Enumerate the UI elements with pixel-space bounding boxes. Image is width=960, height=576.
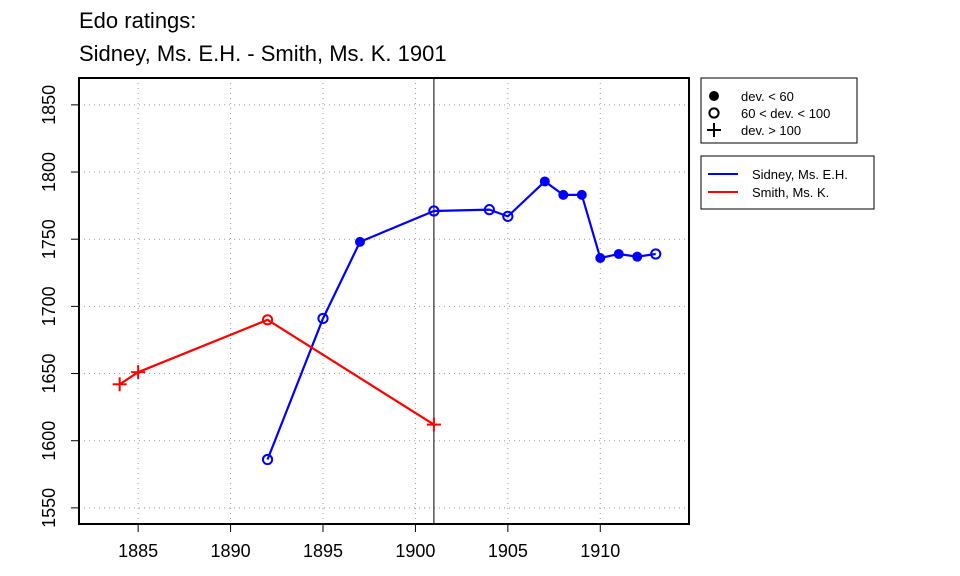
data-point-plus xyxy=(426,417,441,432)
x-tick-label: 1900 xyxy=(395,541,435,561)
data-point-plus xyxy=(131,365,146,380)
y-tick-label: 1550 xyxy=(39,488,59,528)
chart-title-line-2: Sidney, Ms. E.H. - Smith, Ms. K. 1901 xyxy=(79,41,447,66)
data-point-open xyxy=(261,453,274,466)
x-tick-label: 1910 xyxy=(580,541,620,561)
data-point-plus xyxy=(112,377,127,392)
series-line-smith-ms-k xyxy=(119,318,435,426)
series-legend-box xyxy=(700,155,875,210)
marker-legend-label: 60 < dev. < 100 xyxy=(741,106,830,121)
data-point-open xyxy=(483,204,495,216)
data-point-open xyxy=(261,314,274,326)
marker-legend-box xyxy=(700,77,858,144)
y-tick-label: 1700 xyxy=(39,286,59,326)
series-legend: Sidney, Ms. E.H. Smith, Ms. K. xyxy=(700,155,875,210)
series-layer xyxy=(112,176,662,466)
series-line-sidney-ms-e-h xyxy=(266,180,656,460)
plot-frame xyxy=(78,77,690,525)
y-tick-label: 1600 xyxy=(39,421,59,461)
y-tick-label: 1750 xyxy=(39,219,59,259)
data-point-open xyxy=(650,248,662,260)
data-point-filled xyxy=(613,248,624,259)
data-point-filled xyxy=(354,236,365,247)
y-tick-label: 1850 xyxy=(39,85,59,125)
x-tick-label: 1895 xyxy=(303,541,343,561)
y-tick-label: 1650 xyxy=(39,354,59,394)
data-point-open xyxy=(428,205,440,217)
y-tick-label: 1800 xyxy=(39,152,59,192)
filled-circle-marker-icon xyxy=(709,91,719,101)
marker-legend-label: dev. < 60 xyxy=(741,89,794,104)
data-point-open xyxy=(502,210,514,222)
x-tick-label: 1890 xyxy=(211,541,251,561)
x-tick-label: 1885 xyxy=(118,541,158,561)
x-tick-label: 1905 xyxy=(488,541,528,561)
data-point-filled xyxy=(595,253,606,264)
plus-marker-icon xyxy=(707,123,721,137)
data-point-filled xyxy=(539,176,550,187)
axes: 1885 1890 1895 1900 1905 1910 1550 1600 1650 1700… xyxy=(39,85,620,561)
legend-label-smith: Smith, Ms. K. xyxy=(752,185,829,200)
grid-lines xyxy=(79,78,689,524)
marker-legend-label: dev. > 100 xyxy=(741,123,801,138)
marker-legend: dev. < 60 60 < dev. < 100 dev. > 100 xyxy=(700,77,858,144)
legend-label-sidney: Sidney, Ms. E.H. xyxy=(752,167,848,182)
data-point-filled xyxy=(632,251,643,262)
chart-title-line-1: Edo ratings: xyxy=(79,8,196,33)
data-point-filled xyxy=(576,189,587,200)
data-point-filled xyxy=(558,189,569,200)
open-circle-marker-icon xyxy=(708,107,720,119)
data-point-open xyxy=(317,312,329,325)
